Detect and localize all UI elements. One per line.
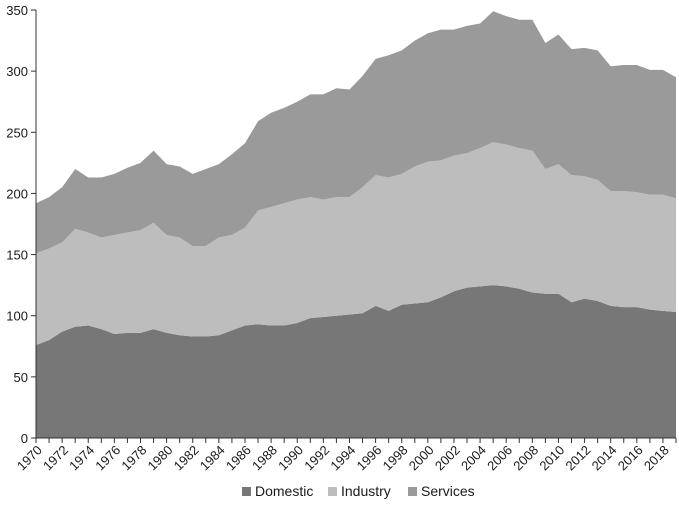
axes-layer [35, 10, 676, 439]
x-tick-label: 1980 [145, 442, 176, 473]
y-tick-label: 350 [6, 3, 28, 18]
area-series-services [36, 11, 676, 254]
x-tick-label: 2012 [562, 442, 593, 473]
x-tick-label: 1998 [380, 442, 411, 473]
legend: Domestic Industry Services [242, 483, 475, 499]
x-tick-label: 1986 [223, 442, 254, 473]
x-tick-label: 1974 [66, 442, 97, 473]
x-tick-label: 2008 [510, 442, 541, 473]
x-tick-label: 1990 [275, 442, 306, 473]
x-tick-label: 1970 [14, 442, 45, 473]
x-tick-label: 2002 [432, 442, 463, 473]
x-tick-label: 1984 [197, 442, 228, 473]
y-tick-label: 250 [6, 125, 28, 140]
y-tick-label: 100 [6, 309, 28, 324]
x-tick-label: 2016 [615, 442, 646, 473]
x-tick-label: 2004 [458, 442, 489, 473]
areas-layer [36, 11, 676, 438]
legend-swatch-domestic [242, 487, 251, 496]
y-tick-label: 300 [6, 64, 28, 79]
legend-label-services: Services [421, 483, 475, 499]
x-tick-label: 2006 [484, 442, 515, 473]
legend-swatch-industry [328, 487, 337, 496]
x-tick-label: 1996 [353, 442, 384, 473]
x-tick-label: 1972 [40, 442, 71, 473]
x-tick-label: 1982 [171, 442, 202, 473]
x-tick-label: 1976 [92, 442, 123, 473]
y-tick-label: 0 [21, 431, 28, 446]
x-tick-label: 2000 [406, 442, 437, 473]
y-tick-label: 50 [14, 370, 28, 385]
legend-label-industry: Industry [341, 483, 391, 499]
y-tick-label: 200 [6, 186, 28, 201]
x-tick-label: 2014 [589, 442, 620, 473]
legend-swatch-services [408, 487, 417, 496]
x-tick-label: 2010 [536, 442, 567, 473]
legend-label-domestic: Domestic [255, 483, 313, 499]
y-tick-label: 150 [6, 248, 28, 263]
area-series-domestic [36, 285, 676, 438]
x-tick-label: 1988 [249, 442, 280, 473]
x-tick-label: 1992 [301, 442, 332, 473]
area-series-industry [36, 142, 676, 346]
x-tick-label: 1994 [327, 442, 358, 473]
x-tick-label: 1978 [118, 442, 149, 473]
x-tick-label: 2018 [641, 442, 672, 473]
